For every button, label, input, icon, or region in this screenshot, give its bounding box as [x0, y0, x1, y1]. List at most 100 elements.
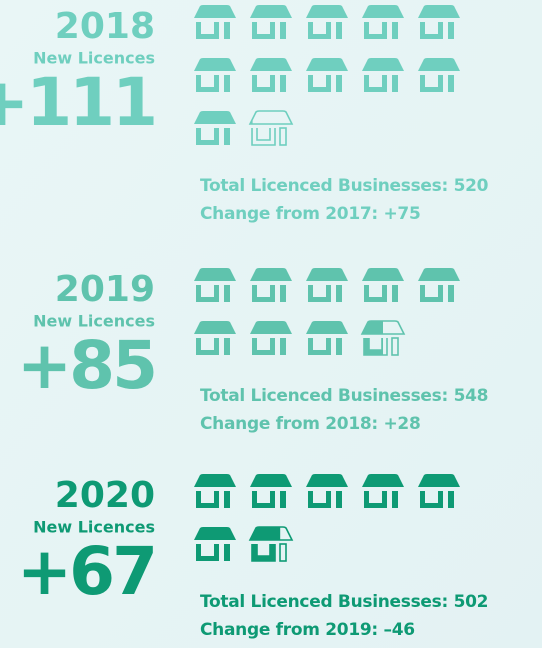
icon-post — [280, 491, 286, 508]
series-label: New Licences — [33, 49, 155, 68]
icon-post — [448, 22, 454, 39]
icon-roof — [362, 268, 404, 281]
icon-roof — [306, 268, 348, 281]
icon-door — [308, 338, 331, 355]
icon-door — [252, 544, 275, 561]
icon-door — [196, 544, 219, 561]
icon-post — [280, 22, 286, 39]
icon — [418, 474, 460, 508]
icon-door — [420, 22, 443, 39]
icon-post — [280, 544, 281, 561]
icon-post — [392, 75, 398, 92]
icon — [194, 58, 236, 92]
icon-roof — [194, 527, 236, 540]
icon-post — [224, 544, 230, 561]
icon-door — [308, 75, 331, 92]
icon-post — [448, 285, 454, 302]
icon — [194, 111, 236, 145]
icon-roof — [362, 474, 404, 487]
icon-post — [448, 75, 454, 92]
icon — [194, 321, 236, 355]
icon-roof — [250, 268, 292, 281]
icon-roof — [250, 118, 253, 124]
icon-roof — [194, 268, 236, 281]
icon-post — [336, 22, 342, 39]
icon-roof — [248, 110, 294, 125]
icon-post — [392, 285, 398, 302]
icon-door — [308, 285, 331, 302]
icon — [306, 474, 348, 508]
icon-roof — [362, 5, 404, 18]
icon — [194, 474, 236, 508]
icon-door — [196, 491, 219, 508]
icon-fill — [250, 118, 253, 145]
icon-door — [252, 338, 275, 355]
icon-post — [336, 285, 342, 302]
icon-door — [252, 285, 275, 302]
icon-roof — [194, 58, 236, 71]
total: Total Licenced Businesses: 520 — [200, 176, 489, 196]
icon-roof — [194, 474, 236, 487]
icon-post — [392, 22, 398, 39]
icon-door — [420, 491, 443, 508]
icon-post — [336, 338, 342, 355]
icon-post — [224, 75, 230, 92]
icon — [194, 527, 236, 561]
icon-roof — [362, 58, 404, 71]
icon-roof — [306, 5, 348, 18]
icon-post — [280, 338, 286, 355]
new-licences: +67 — [17, 533, 155, 610]
icon-roof — [194, 111, 236, 124]
icon-roof — [306, 321, 348, 334]
icon-post — [391, 337, 399, 356]
icon — [250, 474, 292, 508]
icon-door — [196, 338, 219, 355]
icon-door — [308, 491, 331, 508]
total: Total Licenced Businesses: 548 — [200, 386, 488, 406]
icon-roof — [418, 5, 460, 18]
icon-roof — [250, 474, 292, 487]
change: Change from 2018: +28 — [200, 414, 421, 434]
icon-door — [420, 75, 443, 92]
icon-door — [196, 128, 219, 145]
icon-roof — [250, 321, 292, 334]
total: Total Licenced Businesses: 502 — [200, 592, 488, 612]
icon-door — [252, 75, 275, 92]
icon-roof — [306, 474, 348, 487]
year: 2019 — [55, 269, 155, 310]
icon — [306, 268, 348, 302]
icon — [362, 58, 404, 92]
icon — [194, 5, 236, 39]
icon-post — [224, 22, 230, 39]
icon-door — [196, 75, 219, 92]
icon-roof — [250, 527, 281, 540]
change: Change from 2019: –46 — [200, 620, 415, 640]
icon — [360, 320, 406, 356]
icon — [248, 526, 294, 562]
icon — [250, 268, 292, 302]
icon — [362, 268, 404, 302]
icon-roof — [194, 5, 236, 18]
icon-roof — [250, 5, 292, 18]
year: 2020 — [55, 475, 155, 516]
icon — [194, 268, 236, 302]
icon — [248, 110, 294, 146]
icon-door — [364, 285, 387, 302]
icon-post — [224, 285, 230, 302]
icon-roof — [194, 321, 236, 334]
icon-fill — [250, 527, 281, 561]
icon-door — [364, 491, 387, 508]
icon-door — [252, 491, 275, 508]
icon-fill — [362, 321, 383, 355]
icon-post — [280, 75, 286, 92]
icon — [362, 5, 404, 39]
series-label: New Licences — [33, 312, 155, 331]
icon-door — [364, 75, 387, 92]
icon — [306, 5, 348, 39]
icon — [250, 5, 292, 39]
icon-door — [308, 22, 331, 39]
icon — [306, 58, 348, 92]
icon — [250, 321, 292, 355]
icon-post — [279, 127, 287, 146]
icon — [362, 474, 404, 508]
